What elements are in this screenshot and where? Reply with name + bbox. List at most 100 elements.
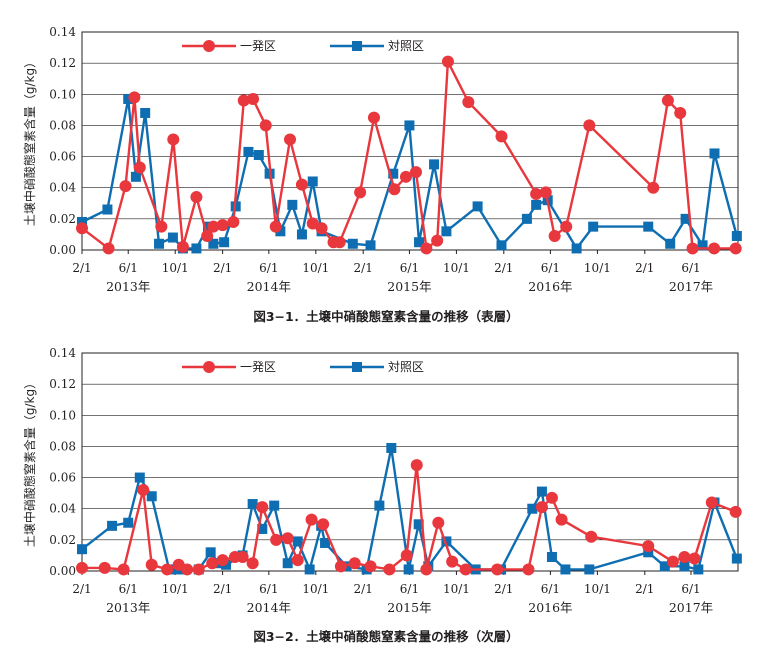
data-point [192,563,205,576]
data-point [133,161,146,174]
x-tick-label: 6/1 [119,261,138,275]
data-point [409,166,422,179]
data-point [282,558,293,569]
data-point [219,237,230,248]
data-point [643,547,654,558]
data-point [275,226,286,237]
data-point [269,220,282,233]
data-point [571,243,582,254]
data-point [462,96,475,109]
data-point [693,564,704,575]
data-point [123,93,134,104]
plot-frame [81,352,739,572]
data-point [216,219,229,232]
x-tick-label: 10/1 [162,261,189,275]
data-point [545,491,558,504]
data-point [123,517,134,528]
legend: 一発区 対照区 [182,360,424,374]
data-point [145,558,158,571]
x-tick-label: 6/1 [541,582,560,596]
y-axis-label: 土壌中硝酸態窒素含量（g/kg） [22,56,37,226]
x-tick-label: 6/1 [400,582,419,596]
y-tick-label: 0.08 [49,118,76,132]
data-point [295,178,308,191]
data-point [441,536,452,547]
data-point [191,243,202,254]
plot-frame [81,31,739,251]
figure-caption: 図3−2．土壌中硝酸態窒素含量の推移（次層） [253,629,518,644]
data-point [530,187,543,200]
legend-marker [203,40,215,52]
y-tick-label: 0.00 [49,564,76,578]
data-point [305,513,318,526]
x-tick-label: 2/1 [72,582,91,596]
data-point [304,564,315,575]
x-tick-label: 10/1 [584,261,611,275]
x-tick-label: 2/1 [635,582,654,596]
y-tick-label: 0.10 [49,87,76,101]
data-point [207,220,220,233]
data-point [365,240,376,251]
year-label: 2016年 [528,600,572,615]
data-point [705,496,718,509]
data-point [410,459,423,472]
figure-caption: 図3−1．土壌中硝酸態窒素含量の推移（表層） [253,309,518,324]
data-point [367,111,380,124]
data-point [256,501,269,514]
data-point [140,107,151,118]
data-point [585,530,598,543]
x-tick-label: 6/1 [119,582,138,596]
data-point [531,199,542,210]
legend-label: 一発区 [240,39,276,53]
data-point [208,238,219,249]
data-point [161,563,174,576]
data-point [583,119,596,132]
year-label: 2017年 [669,279,713,294]
x-tick-label: 2/1 [635,261,654,275]
legend-label: 対照区 [388,360,424,374]
data-point [154,238,165,249]
series-ippatsu [76,459,742,576]
data-point [522,563,535,576]
data-point [281,532,294,545]
data-point [686,242,699,255]
data-point [472,201,483,212]
data-point [441,226,452,237]
data-point [270,533,283,546]
data-point [666,555,679,568]
data-point [320,537,331,548]
data-point [521,213,532,224]
data-point [399,170,412,183]
data-point [287,199,298,210]
data-point [167,232,178,243]
data-point [560,564,571,575]
x-tick-label: 10/1 [584,582,611,596]
data-point [77,216,87,227]
data-point [76,222,88,235]
y-tick-label: 0.04 [49,502,76,516]
data-point [374,500,385,511]
x-tick-label: 2/1 [354,582,373,596]
data-point [413,519,424,530]
y-axis-label: 土壌中硝酸態窒素含量（g/kg） [22,377,37,547]
data-point [243,146,254,157]
data-point [560,220,573,233]
data-point [227,215,240,228]
data-point [130,171,141,182]
data-point [420,563,433,576]
data-point [102,242,115,255]
x-tick-label: 6/1 [400,261,419,275]
legend-label: 一発区 [240,360,276,374]
y-tick-label: 0.14 [49,346,76,360]
data-point [678,550,691,563]
data-point [496,240,507,251]
data-point [236,550,249,563]
data-point [491,563,504,576]
x-tick-label: 6/1 [681,582,700,596]
data-point [102,204,113,215]
y-tick-label: 0.02 [49,212,76,226]
legend-marker [352,362,362,372]
data-point [364,560,377,573]
data-point [679,561,690,572]
data-point [137,484,150,497]
